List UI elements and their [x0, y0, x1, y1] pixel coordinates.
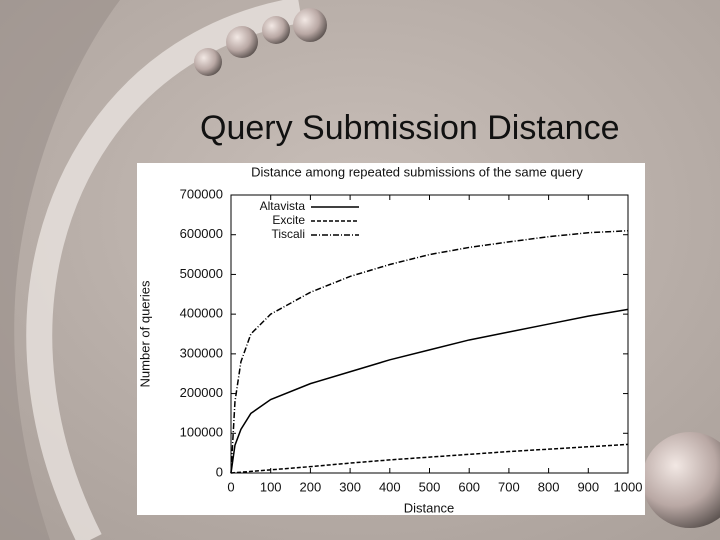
legend-label: Tiscali	[271, 227, 305, 241]
y-tick-label: 400000	[180, 306, 223, 321]
x-tick-label: 1000	[614, 479, 643, 494]
decor-ball	[226, 26, 258, 58]
slide-title: Query Submission Distance	[200, 109, 620, 147]
x-tick-label: 900	[577, 479, 599, 494]
x-tick-label: 800	[538, 479, 560, 494]
y-axis-label: Number of queries	[137, 280, 152, 387]
decor-band	[0, 0, 120, 540]
decor-ball	[293, 8, 327, 42]
x-tick-label: 500	[419, 479, 441, 494]
x-tick-label: 0	[227, 479, 234, 494]
y-tick-label: 100000	[180, 425, 223, 440]
x-axis-label: Distance	[404, 500, 455, 515]
chart-title: Distance among repeated submissions of t…	[251, 164, 583, 179]
decor-arc	[26, 0, 303, 540]
legend-label: Altavista	[260, 199, 306, 213]
data-line	[230, 443, 629, 474]
y-tick-label: 0	[216, 464, 223, 479]
y-tick-label: 200000	[180, 385, 223, 400]
legend-label: Excite	[272, 213, 305, 227]
y-tick-label: 300000	[180, 345, 223, 360]
data-line	[230, 308, 629, 474]
x-tick-label: 700	[498, 479, 520, 494]
x-tick-label: 300	[339, 479, 361, 494]
x-tick-label: 100	[260, 479, 282, 494]
y-tick-label: 700000	[180, 186, 223, 201]
x-tick-label: 200	[300, 479, 322, 494]
data-line	[230, 229, 629, 474]
y-tick-label: 500000	[180, 266, 223, 281]
x-tick-label: 400	[379, 479, 401, 494]
decor-ball	[262, 16, 290, 44]
y-tick-label: 600000	[180, 226, 223, 241]
chart-background	[137, 163, 645, 515]
x-tick-label: 600	[458, 479, 480, 494]
decor-ball	[642, 432, 720, 528]
decor-ball	[194, 48, 222, 76]
